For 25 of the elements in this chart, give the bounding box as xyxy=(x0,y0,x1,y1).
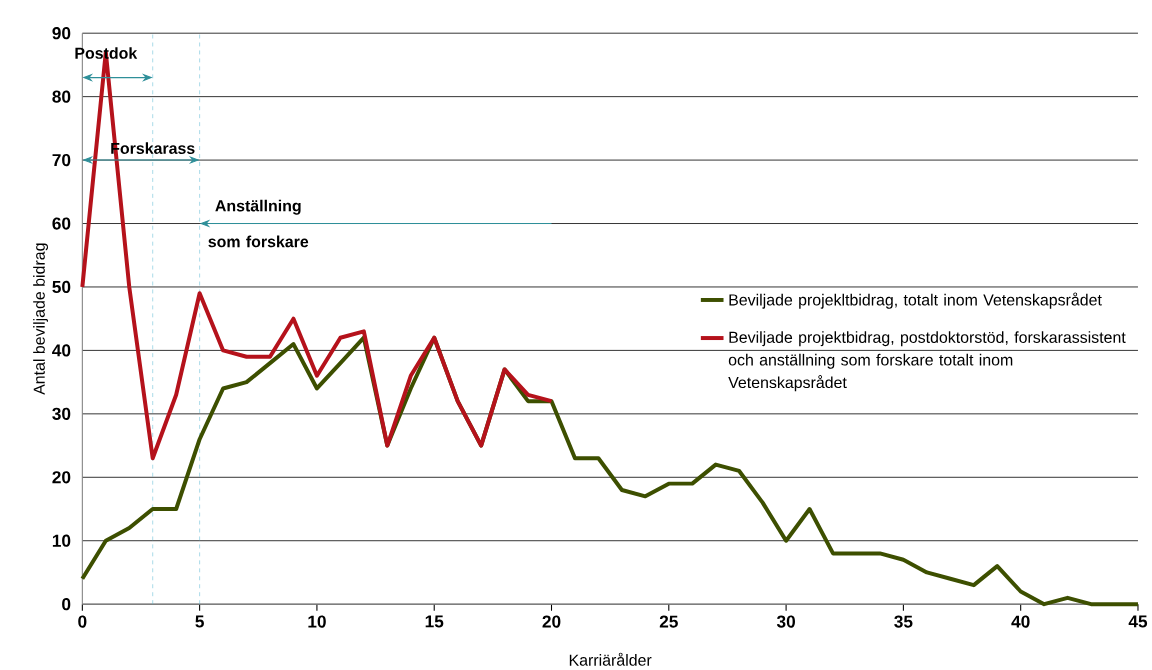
x-tick-label: 20 xyxy=(542,615,561,628)
x-tick-label: 0 xyxy=(78,615,87,628)
x-tick-label: 15 xyxy=(425,615,444,628)
y-tick-label: 90 xyxy=(52,26,71,40)
x-tick-label: 45 xyxy=(1128,615,1148,628)
y-axis-title: Antal beviljade bidrag xyxy=(33,243,48,395)
y-tick-label: 50 xyxy=(52,280,71,293)
y-tick-label: 0 xyxy=(62,597,71,611)
y-tick-label: 70 xyxy=(52,153,71,167)
y-tick-label: 80 xyxy=(52,90,71,103)
x-axis-title: Karriärålder xyxy=(569,652,652,666)
y-tick-label: 10 xyxy=(52,534,71,547)
x-tick-label: 25 xyxy=(659,615,678,628)
y-tick-label: 60 xyxy=(52,217,71,230)
legend-label: Beviljade projekltbidrag, totalt inom Vetenskapsrådet xyxy=(729,292,1102,309)
x-tick-label: 30 xyxy=(776,615,795,628)
y-tick-label: 40 xyxy=(52,344,71,357)
x-tick-label: 10 xyxy=(308,615,326,628)
x-tick-label: 35 xyxy=(894,615,913,628)
text: Anställning som forskare xyxy=(208,199,309,248)
x-tick-label: 5 xyxy=(195,615,204,628)
x-tick-label: 40 xyxy=(1011,615,1030,628)
y-tick-label: 30 xyxy=(52,407,71,420)
y-tick-label: 20 xyxy=(52,471,71,484)
legend-label: Beviljade projektbidrag, postdoktorstöd, forskarassistent och anställning som forskare totalt inom Vetenskapsrådet xyxy=(728,331,1126,392)
